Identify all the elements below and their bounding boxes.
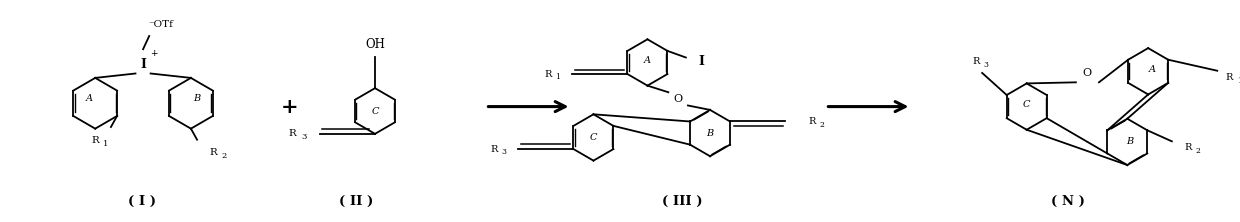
Text: B: B — [707, 129, 713, 138]
Text: A: A — [1148, 65, 1156, 73]
Text: R: R — [1226, 73, 1234, 82]
Text: 1: 1 — [556, 73, 560, 81]
Text: 3: 3 — [983, 61, 988, 69]
Text: R: R — [972, 57, 980, 66]
Text: B: B — [193, 94, 201, 103]
Text: I: I — [140, 58, 146, 71]
Text: 2: 2 — [820, 121, 825, 129]
Text: 2: 2 — [222, 152, 227, 160]
Text: C: C — [1023, 100, 1030, 109]
Text: R: R — [1184, 143, 1192, 153]
Text: ( N ): ( N ) — [1052, 195, 1085, 208]
Text: R: R — [289, 129, 296, 138]
Text: 1: 1 — [103, 140, 109, 148]
Text: B: B — [1126, 137, 1133, 146]
Text: ( II ): ( II ) — [340, 195, 373, 208]
Text: R: R — [490, 145, 497, 154]
Text: ( I ): ( I ) — [128, 195, 156, 208]
Text: C: C — [371, 107, 378, 115]
Text: 3: 3 — [501, 148, 506, 156]
Text: A: A — [644, 56, 651, 65]
Text: R: R — [808, 117, 816, 126]
Text: I: I — [698, 56, 704, 68]
Text: C: C — [590, 133, 598, 142]
Text: OH: OH — [365, 38, 384, 51]
Text: +: + — [280, 97, 298, 117]
Text: R: R — [210, 149, 217, 157]
Text: 1: 1 — [1238, 77, 1240, 85]
Text: 2: 2 — [1195, 147, 1200, 155]
Text: O: O — [1083, 69, 1092, 79]
Text: +: + — [150, 49, 157, 58]
Text: 3: 3 — [301, 133, 306, 141]
Text: R: R — [91, 136, 99, 145]
Text: O: O — [673, 94, 683, 104]
Text: R: R — [544, 69, 552, 79]
Text: ( III ): ( III ) — [662, 195, 702, 208]
Text: ⁻OTf: ⁻OTf — [148, 20, 172, 29]
Text: A: A — [86, 94, 93, 103]
